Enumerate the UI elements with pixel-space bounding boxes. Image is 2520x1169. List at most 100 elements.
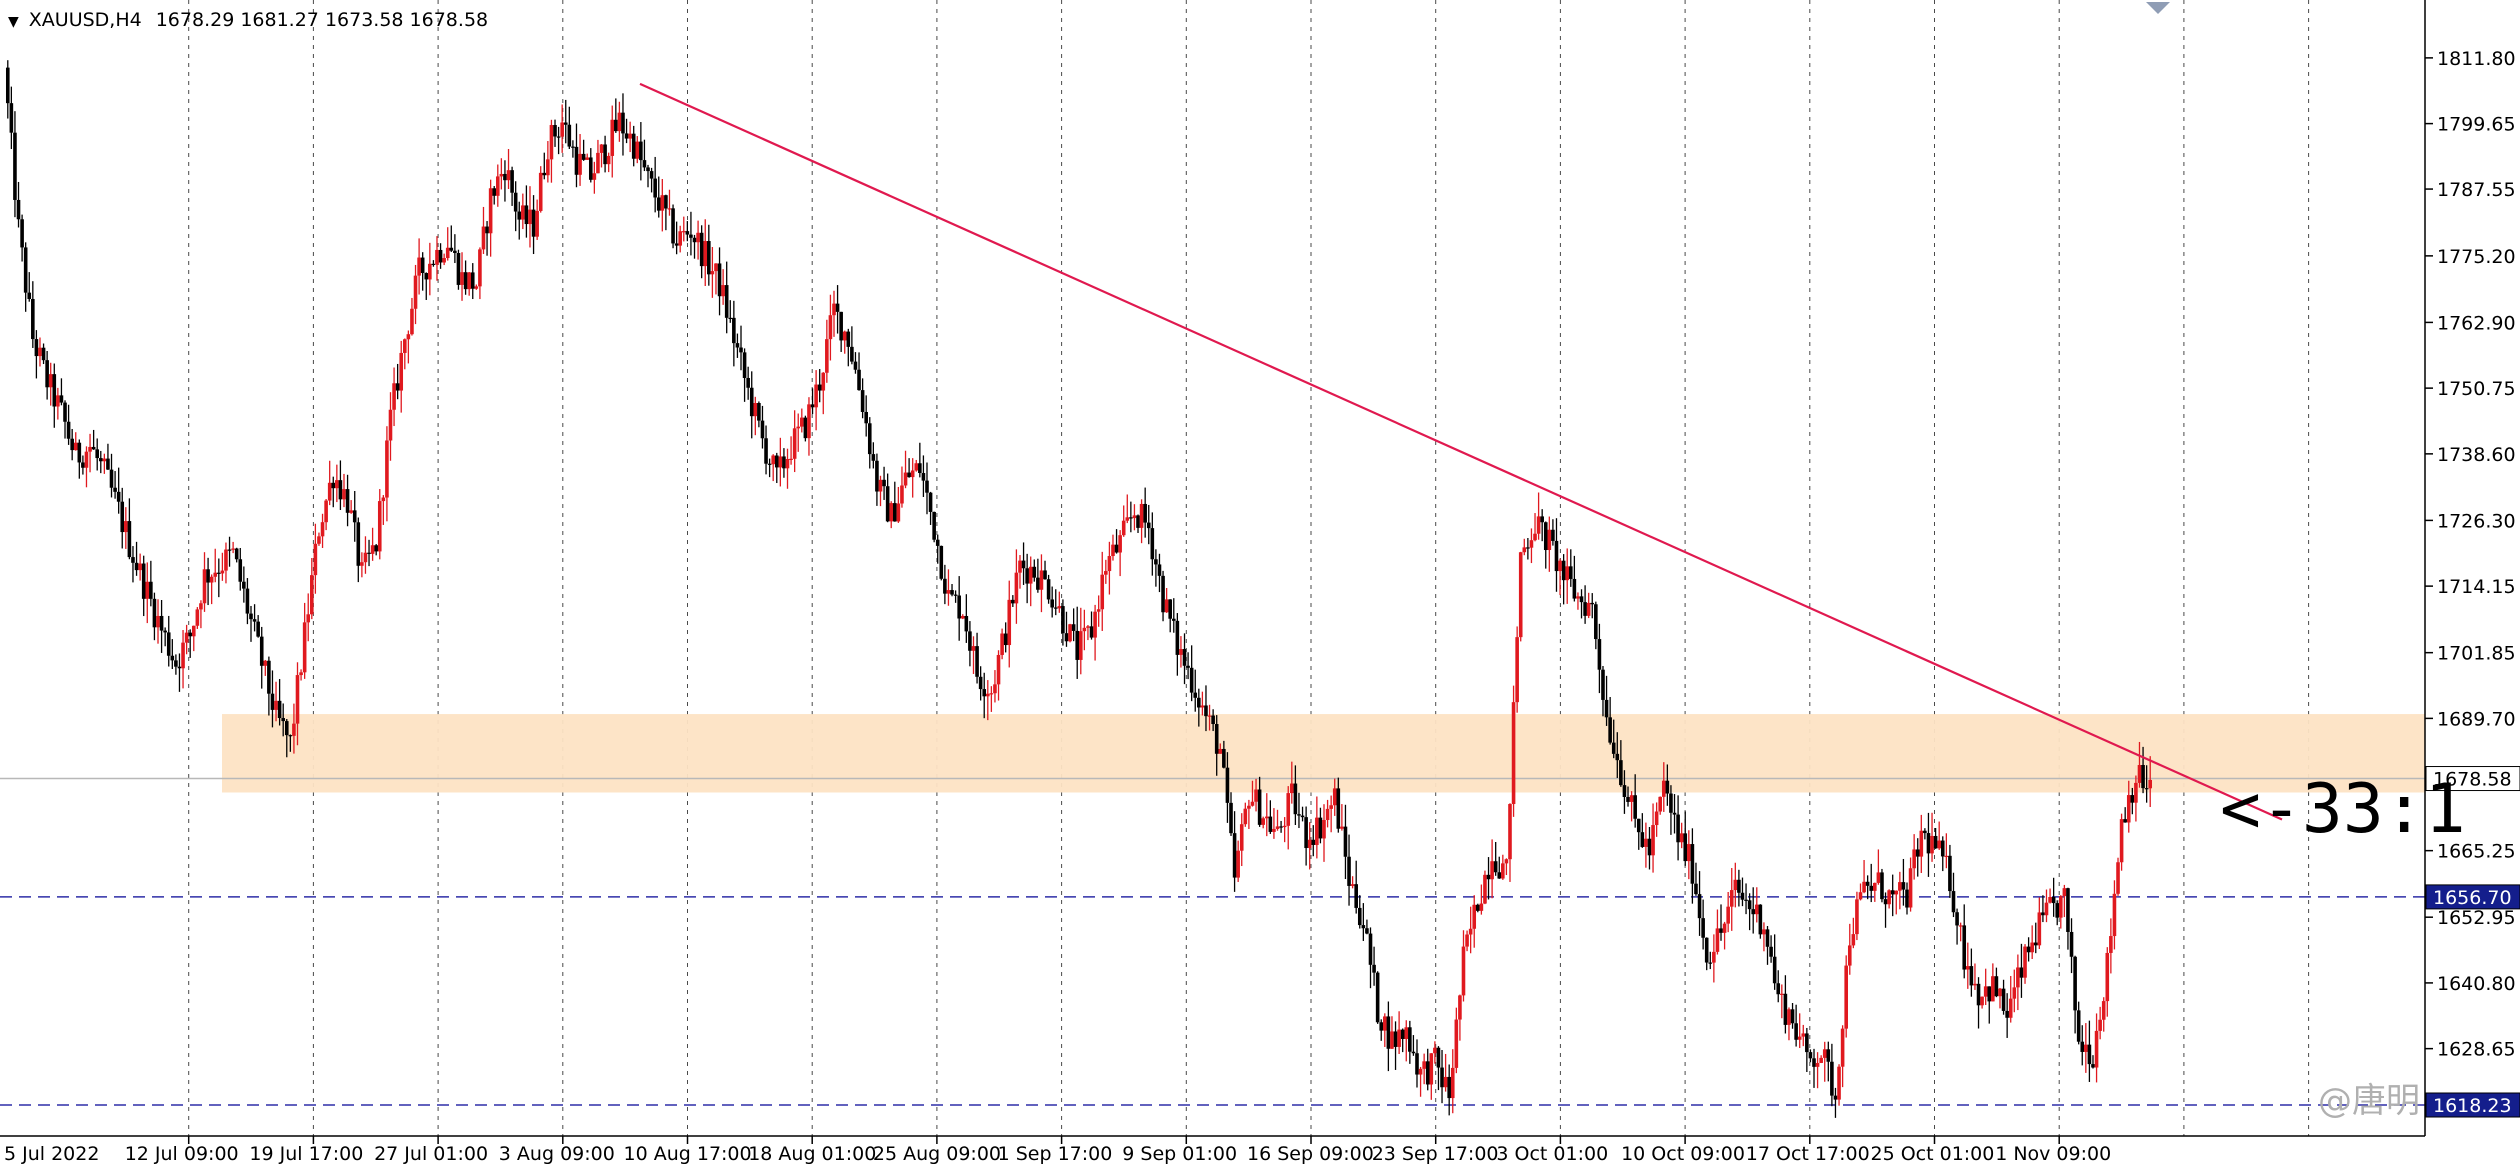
candle-body	[828, 315, 833, 340]
candle-body	[385, 440, 389, 498]
candle-body	[1211, 715, 1215, 725]
candle-body	[1304, 817, 1308, 849]
candle-body	[2001, 988, 2006, 1011]
candle-body	[1704, 937, 1709, 963]
candle-body	[1290, 783, 1294, 794]
candle-body	[639, 141, 643, 161]
candle-body	[1089, 626, 1094, 638]
candle-body	[560, 122, 564, 137]
candle-body	[1937, 840, 1941, 849]
candle-body	[1697, 894, 1702, 919]
candle-body	[1694, 883, 1698, 895]
candle-body	[1983, 986, 1988, 997]
candle-body	[259, 636, 264, 666]
candle-body	[1297, 814, 1301, 816]
candle-body	[1218, 748, 1223, 754]
candle-body	[495, 176, 500, 196]
candle-body	[1973, 983, 1977, 986]
candle-body	[1275, 826, 1280, 829]
x-tick-label: 27 Jul 01:00	[374, 1143, 488, 1165]
candle-body	[23, 247, 28, 293]
candle-body	[2148, 779, 2153, 789]
candle-body	[1193, 692, 1198, 698]
candle-body	[2055, 903, 2060, 918]
candle-body	[288, 735, 293, 737]
candle-body	[1561, 560, 1566, 581]
candle-body	[2012, 987, 2017, 999]
chart-shift-marker[interactable]	[2146, 2, 2170, 14]
candle-body	[1200, 705, 1205, 708]
candle-body	[903, 472, 908, 486]
candle-body	[681, 231, 686, 233]
candle-body	[377, 501, 382, 552]
candle-body	[106, 458, 110, 470]
candle-body	[1397, 1029, 1401, 1047]
candle-body	[2101, 1001, 2106, 1020]
candle-body	[1286, 793, 1291, 826]
candle-body	[2062, 888, 2067, 897]
candle-body	[2091, 1064, 2095, 1068]
candle-body	[338, 480, 343, 500]
candle-body	[1182, 649, 1187, 666]
candle-body	[1154, 559, 1158, 565]
candle-body	[1830, 1061, 1834, 1096]
candle-body	[581, 153, 586, 160]
candle-body	[206, 569, 210, 583]
candle-body	[1672, 812, 1677, 815]
candle-body	[1851, 934, 1856, 946]
candle-body	[88, 446, 92, 452]
candle-body	[252, 619, 257, 622]
candle-body	[485, 226, 489, 234]
candle-body	[1375, 972, 1380, 1023]
candle-body	[324, 500, 328, 523]
candle-body	[327, 482, 332, 501]
candle-body	[1772, 956, 1777, 984]
x-tick-label: 10 Aug 17:00	[624, 1143, 752, 1165]
candle-body	[109, 469, 114, 488]
candle-body	[1622, 785, 1627, 797]
y-tick-label: 1726.30	[2437, 510, 2516, 532]
candle-body	[5, 67, 10, 104]
candle-body	[1737, 879, 1741, 893]
candle-body	[621, 112, 625, 134]
header-marker[interactable]: ▼	[8, 14, 19, 30]
candle-body	[281, 718, 285, 722]
candle-body	[753, 403, 758, 417]
candle-body	[1422, 1061, 1426, 1069]
candle-body	[1000, 633, 1004, 655]
y-tick-label: 1799.65	[2437, 114, 2516, 136]
candle-body	[1186, 665, 1190, 668]
candle-body	[535, 210, 539, 237]
candle-body	[1901, 882, 1906, 890]
candle-body	[1679, 833, 1684, 843]
candle-body	[1604, 699, 1609, 718]
x-tick-label: 1 Nov 09:00	[1995, 1143, 2111, 1165]
candle-body	[867, 423, 872, 455]
candle-body	[778, 456, 783, 468]
candle-body	[1508, 804, 1512, 860]
candle-body	[1801, 1033, 1806, 1037]
candle-body	[1787, 1009, 1791, 1025]
candle-body	[202, 569, 207, 604]
candle-body	[1078, 631, 1083, 660]
candle-body	[957, 595, 961, 619]
candle-body	[395, 383, 400, 391]
y-tick-label: 1714.15	[2437, 576, 2516, 598]
candle-body	[77, 442, 82, 463]
candle-body	[721, 285, 725, 297]
candle-body	[764, 438, 768, 464]
candle-body	[1204, 705, 1208, 717]
candle-body	[1458, 995, 1462, 1020]
candle-body	[506, 170, 511, 181]
candle-body	[1812, 1058, 1816, 1067]
candle-body	[989, 693, 994, 695]
candle-body	[1976, 983, 1981, 1006]
candle-body	[1933, 835, 1938, 849]
candle-body	[1322, 820, 1326, 839]
candle-body	[1143, 503, 1147, 523]
candle-body	[363, 552, 368, 563]
candle-body	[356, 522, 361, 566]
candle-body	[1733, 879, 1738, 891]
trendline[interactable]	[639, 82, 2283, 821]
